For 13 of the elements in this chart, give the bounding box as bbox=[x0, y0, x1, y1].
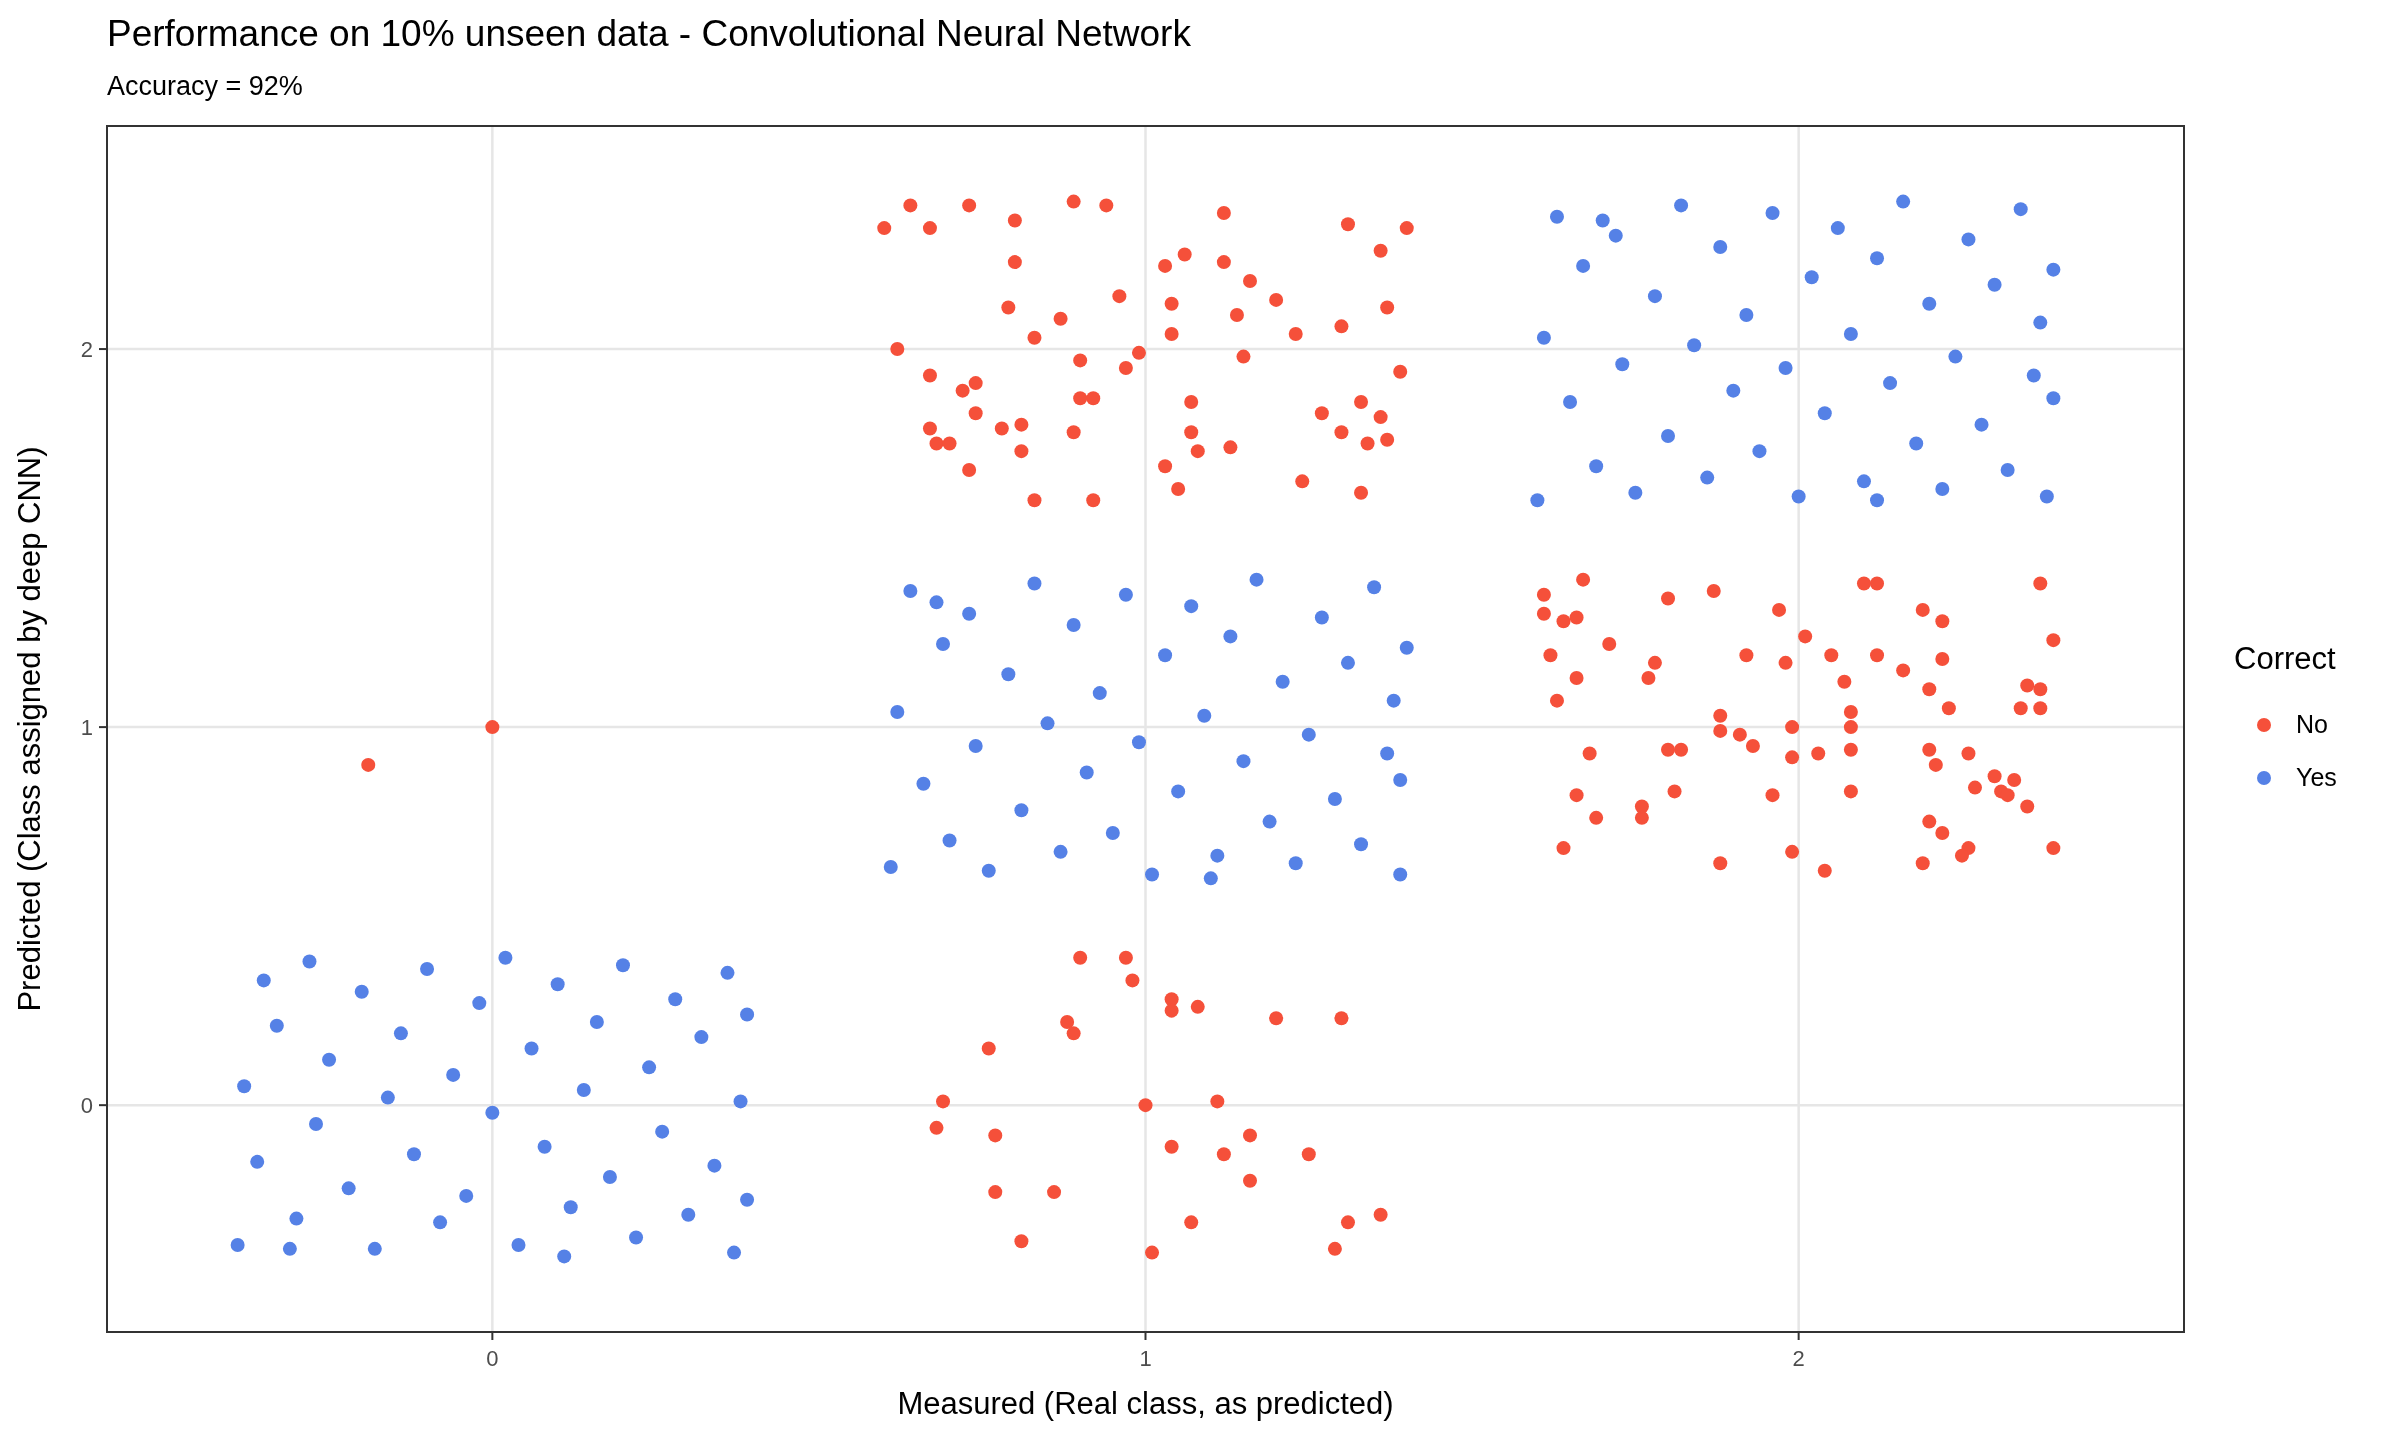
x-axis-title: Measured (Real class, as predicted) bbox=[897, 1386, 1394, 1421]
y-tick-label: 2 bbox=[80, 337, 93, 363]
y-axis-title: Predicted (Class assigned by deep CNN) bbox=[12, 446, 47, 1012]
legend-title: Correct bbox=[2234, 641, 2337, 676]
chart-subtitle: Accuracy = 92% bbox=[107, 71, 303, 101]
y-tick-label: 0 bbox=[80, 1093, 93, 1119]
legend-label: Yes bbox=[2296, 763, 2337, 791]
y-tick-label: 1 bbox=[80, 715, 93, 741]
chart-title: Performance on 10% unseen data - Convolutional Neural Network bbox=[107, 13, 1192, 54]
x-tick-label: 0 bbox=[486, 1346, 499, 1371]
legend-label: No bbox=[2296, 710, 2328, 738]
x-tick-label: 1 bbox=[1139, 1346, 1152, 1371]
x-tick-label: 2 bbox=[1792, 1346, 1805, 1371]
